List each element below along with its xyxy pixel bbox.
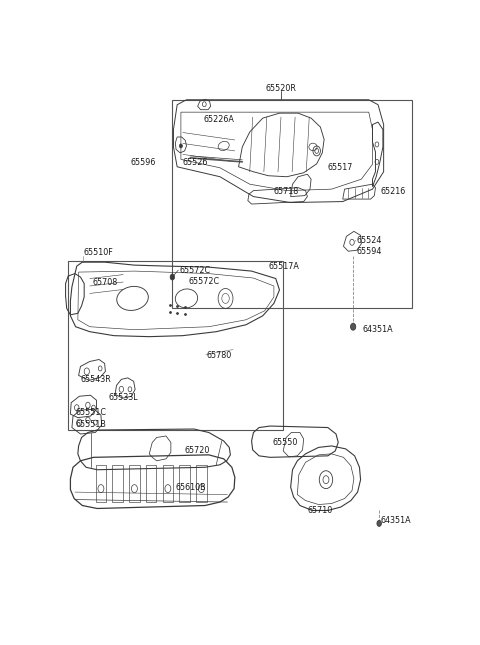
Bar [172, 100, 411, 308]
Circle shape [377, 521, 382, 526]
Text: 65226A: 65226A [203, 115, 234, 124]
Text: 65517A: 65517A [268, 262, 299, 271]
Text: 65517: 65517 [328, 163, 353, 172]
Text: 64351A: 64351A [362, 325, 393, 334]
Bar [96, 465, 106, 502]
Circle shape [350, 323, 356, 330]
Text: 65718: 65718 [274, 187, 299, 196]
Bar [196, 465, 206, 502]
Bar [68, 261, 283, 430]
Text: 65520R: 65520R [266, 84, 297, 93]
Text: 65610B: 65610B [175, 482, 206, 491]
Text: 65572C: 65572C [179, 266, 210, 275]
Text: 65216: 65216 [381, 187, 406, 196]
Bar [163, 465, 173, 502]
Text: 64351A: 64351A [381, 516, 411, 525]
Bar [180, 465, 190, 502]
Text: 65596: 65596 [131, 158, 156, 167]
Text: 65551B: 65551B [76, 419, 107, 428]
Text: 65524: 65524 [357, 236, 382, 245]
Text: 65594: 65594 [357, 247, 382, 255]
Text: 65710: 65710 [307, 506, 333, 515]
Text: 65550: 65550 [272, 438, 298, 447]
Text: 65543R: 65543R [81, 375, 111, 384]
Bar [112, 465, 123, 502]
Bar [146, 465, 156, 502]
Text: 65551C: 65551C [76, 408, 107, 417]
Text: 65510F: 65510F [83, 248, 113, 257]
Text: 65780: 65780 [207, 351, 232, 360]
Text: 65526: 65526 [183, 158, 208, 167]
Circle shape [170, 274, 175, 280]
Text: 65720: 65720 [185, 446, 210, 455]
Text: 65572C: 65572C [188, 277, 219, 286]
Text: 65708: 65708 [93, 277, 118, 286]
Text: 65533L: 65533L [108, 393, 138, 402]
Circle shape [180, 144, 182, 148]
Bar [129, 465, 140, 502]
